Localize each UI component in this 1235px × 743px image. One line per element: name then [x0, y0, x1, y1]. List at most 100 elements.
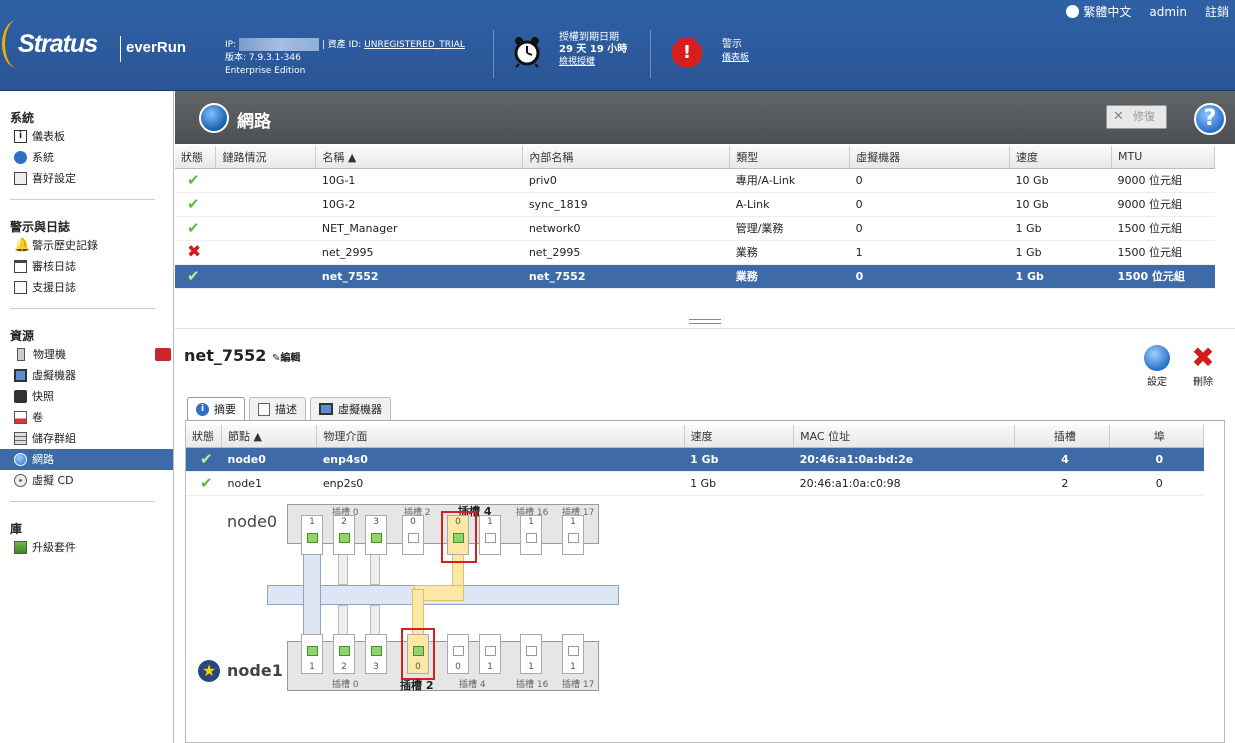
node0-port[interactable]: 1 — [479, 515, 501, 555]
node1-port[interactable]: 1 — [301, 634, 323, 674]
col-node[interactable]: 節點 ▲ — [221, 425, 318, 448]
node0-port-active[interactable]: 0 — [447, 515, 469, 555]
col-mtu[interactable]: MTU — [1111, 146, 1216, 169]
repair-button[interactable]: ✕ 修復 — [1106, 105, 1167, 129]
logout-link[interactable]: 註銷 — [1204, 5, 1229, 19]
col-speed[interactable]: 速度 — [1009, 146, 1112, 169]
tab-description[interactable]: 描述 — [249, 397, 306, 420]
networks-table: 狀態 鏈路情況 名稱 ▲ 內部名稱 類型 虛擬機器 速度 MTU ✔ 10G-1… — [175, 146, 1216, 289]
info-icon: i — [14, 130, 27, 143]
col-internal-name[interactable]: 內部名稱 — [522, 146, 731, 169]
col-port[interactable]: 埠 — [1109, 425, 1205, 448]
globe-icon — [1066, 5, 1080, 18]
primary-star-icon: ★ — [198, 660, 220, 682]
dashboard-link[interactable]: 儀表板 — [722, 53, 750, 63]
status-ok-icon: ✔ — [186, 447, 222, 472]
node0-port[interactable]: 1 — [562, 515, 584, 555]
node1-port[interactable]: 1 — [479, 634, 501, 674]
node1-port[interactable]: 2 — [333, 634, 355, 674]
version-text: 版本: 7.9.3.1-346 — [225, 53, 301, 63]
upgrade-kit-icon — [14, 541, 27, 554]
col-speed[interactable]: 速度 — [684, 425, 795, 448]
sidebar-item-physical-machines[interactable]: 物理機 — [0, 344, 173, 365]
help-button[interactable]: ? — [1194, 103, 1226, 135]
col-physical-interface[interactable]: 物理介面 — [316, 425, 685, 448]
table-row-selected[interactable]: ✔ net_7552 net_7552 業務 0 1 Gb 1500 位元組 — [175, 264, 1215, 289]
preferences-icon — [14, 172, 27, 185]
alarm-clock-icon — [514, 37, 540, 68]
node0-port[interactable]: 1 — [520, 515, 542, 555]
network-globe-icon — [14, 453, 27, 466]
volume-icon — [14, 411, 27, 424]
info-icon: i — [196, 402, 209, 416]
status-error-icon: ✖ — [175, 240, 216, 265]
table-row[interactable]: ✔ 10G-2 sync_1819 A-Link 0 10 Gb 9000 位元組 — [175, 192, 1215, 217]
node1-port[interactable]: 0 — [447, 634, 469, 674]
license-status: 授權到期日期 29 天 19 小時 檢視授權 — [513, 32, 653, 82]
tab-virtual-machines[interactable]: 虛擬機器 — [310, 397, 391, 420]
sidebar-item-preferences[interactable]: 喜好設定 — [0, 168, 173, 189]
sidebar-section-alerts: 警示與日誌 — [10, 220, 71, 234]
sidebar-item-volumes[interactable]: 卷 — [0, 407, 173, 428]
globe-icon — [14, 151, 27, 164]
tab-summary[interactable]: i 摘要 — [187, 397, 245, 420]
network-settings-icon — [1144, 345, 1170, 371]
col-slot[interactable]: 插槽 — [1014, 425, 1110, 448]
table-row[interactable]: ✔ 10G-1 priv0 專用/A-Link 0 10 Gb 9000 位元組 — [175, 168, 1215, 193]
sidebar-item-audit-log[interactable]: 審核日誌 — [0, 256, 173, 277]
alert-octagon-icon: ! — [672, 38, 702, 68]
table-row-selected[interactable]: ✔ node0 enp4s0 1 Gb 20:46:a1:0a:bd:2e 4 … — [186, 447, 1204, 472]
status-ok-icon: ✔ — [175, 264, 216, 289]
col-name[interactable]: 名稱 ▲ — [315, 146, 524, 169]
license-remaining: 29 天 19 小時 — [559, 44, 628, 55]
node1-port[interactable]: 1 — [562, 634, 584, 674]
edit-link[interactable]: ✎編輯 — [272, 353, 301, 364]
sidebar-item-alert-history[interactable]: 🔔 警示歷史記錄 — [14, 238, 98, 253]
user-menu[interactable]: admin — [1149, 4, 1187, 19]
vm-monitor-icon — [319, 403, 333, 415]
alert-status: ! 警示 儀表板 — [672, 36, 772, 76]
sidebar-item-upgrade-kits[interactable]: 升級套件 — [0, 537, 173, 558]
col-mac[interactable]: MAC 位址 — [793, 425, 1016, 448]
col-type[interactable]: 類型 — [729, 146, 851, 169]
document-edit-icon — [258, 402, 270, 416]
table-row[interactable]: ✔ NET_Manager network0 管理/業務 0 1 Gb 1500 位元… — [175, 216, 1215, 241]
sidebar-item-dashboard[interactable]: i 儀表板 — [0, 126, 173, 147]
sidebar-item-virtual-machines[interactable]: 虛擬機器 — [0, 365, 173, 386]
settings-button[interactable]: 設定 — [1139, 345, 1175, 388]
sidebar-item-system[interactable]: 系統 — [0, 147, 173, 168]
col-status[interactable]: 狀態 — [175, 146, 217, 169]
maintenance-toolbox-icon[interactable] — [155, 348, 171, 361]
delete-button[interactable]: ✖ 刪除 — [1185, 341, 1221, 389]
node0-port[interactable]: 2 — [333, 515, 355, 555]
node0-port[interactable]: 1 — [301, 515, 323, 555]
node1-port[interactable]: 3 — [365, 634, 387, 674]
edition-text: Enterprise Edition — [225, 66, 306, 76]
asset-id-link[interactable]: UNREGISTERED_TRIAL — [364, 40, 465, 50]
language-selector[interactable]: 繁體中文 — [1066, 3, 1131, 20]
node0-port[interactable]: 3 — [365, 515, 387, 555]
sidebar-item-networks[interactable]: 網路 — [0, 449, 173, 470]
system-info: IP: | 資產 ID: UNREGISTERED_TRIAL 版本: 7.9.… — [225, 38, 465, 76]
splitter-handle[interactable] — [689, 319, 721, 324]
col-status[interactable]: 狀態 — [186, 425, 222, 448]
node0-port[interactable]: 0 — [402, 515, 424, 555]
sidebar-item-support-log[interactable]: 支援日誌 — [0, 277, 173, 298]
top-header: Stratus everRun IP: | 資產 ID: UNREGISTERE… — [0, 0, 1235, 91]
node1-port-active[interactable]: 0 — [407, 634, 429, 674]
sidebar-section-system: 系統 — [10, 111, 35, 125]
sidebar-item-virtual-cd[interactable]: 虛擬 CD — [0, 470, 173, 491]
sidebar-item-snapshots[interactable]: 快照 — [0, 386, 173, 407]
sidebar-section-resources: 資源 — [10, 329, 35, 343]
sidebar-item-storage-groups[interactable]: 儲存群組 — [0, 428, 173, 449]
calendar-icon — [14, 260, 27, 273]
delete-x-icon: ✖ — [1191, 341, 1215, 374]
table-row[interactable]: ✔ node1 enp2s0 1 Gb 20:46:a1:0a:c0:98 2 … — [186, 471, 1204, 496]
alert-title: 警示 — [722, 39, 742, 50]
col-vms[interactable]: 虛擬機器 — [849, 146, 1011, 169]
view-license-link[interactable]: 檢視授權 — [559, 57, 596, 67]
col-link-state[interactable]: 鏈路情況 — [215, 146, 317, 169]
table-row[interactable]: ✖ net_2995 net_2995 業務 1 1 Gb 1500 位元組 — [175, 240, 1215, 265]
node1-port[interactable]: 1 — [520, 634, 542, 674]
ip-redacted — [239, 38, 319, 51]
